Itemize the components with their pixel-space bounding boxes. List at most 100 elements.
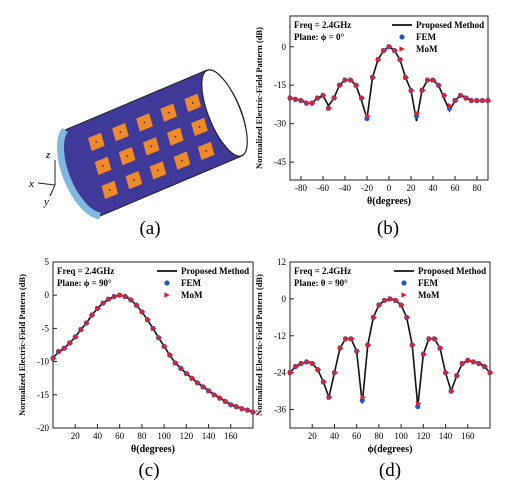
y-tick-label: -15	[274, 80, 286, 90]
mom-point	[56, 348, 63, 355]
mom-point	[217, 395, 224, 401]
mom-point	[442, 92, 448, 99]
mom-point	[465, 357, 472, 364]
mom-point	[162, 343, 168, 350]
mom-point	[234, 403, 241, 410]
mom-point	[460, 360, 467, 367]
mom-point	[90, 312, 96, 318]
mom-point	[425, 77, 432, 83]
mom-point	[332, 369, 339, 376]
annotation-text: Plane: θ = 90°	[294, 278, 348, 288]
mom-point	[51, 355, 57, 362]
x-tick-label: 80	[137, 431, 147, 441]
mom-point	[469, 97, 476, 104]
patch-array	[88, 93, 215, 199]
mom-point	[354, 82, 360, 88]
feed-point	[198, 126, 201, 128]
feed-point	[108, 188, 111, 191]
mom-point	[449, 388, 455, 394]
panel-a-illustration: z x y	[28, 69, 248, 220]
x-tick-label: 120	[417, 431, 431, 441]
mom-point	[321, 92, 327, 99]
mom-point	[304, 100, 311, 106]
mom-point	[293, 363, 300, 370]
x-tick-label: 160	[224, 431, 238, 441]
mom-point	[421, 351, 428, 358]
legend-mom-swatch	[164, 292, 170, 298]
mom-point	[337, 82, 344, 88]
mom-point	[145, 316, 152, 323]
mom-point	[371, 314, 378, 321]
x-tick-label: 20	[308, 431, 318, 441]
mom-point	[299, 97, 305, 104]
mom-point	[392, 47, 399, 54]
cylinder-end-cap	[201, 69, 248, 157]
legend-entry: Proposed Method	[418, 266, 486, 276]
mom-point	[321, 379, 328, 385]
y-tick-label: 0	[282, 294, 287, 304]
mom-point	[410, 342, 417, 348]
x-tick-label: 60	[451, 183, 461, 193]
y-tick-label: -12	[274, 331, 286, 341]
chart-b: -80 -60 -40 -20 0 20 40 60 80 0 -15 -30 -45 θ(degrees…	[254, 15, 492, 207]
y-tick-label: -15	[37, 390, 49, 400]
mom-point	[326, 105, 333, 112]
annotation-text: Freq = 2.4GHz	[57, 266, 114, 276]
panel-label-c: (c)	[138, 460, 159, 481]
mom-point	[415, 400, 422, 407]
x-tick-label: -60	[317, 183, 329, 193]
coordinate-axes	[37, 160, 56, 197]
mom-point	[488, 369, 494, 376]
x-tick-label: 20	[71, 431, 81, 441]
series-line-proposed	[52, 294, 254, 413]
mom-point	[178, 365, 185, 372]
mom-point	[95, 305, 102, 312]
mom-point	[471, 359, 478, 365]
x-tick-label: 40	[93, 431, 103, 441]
mom-point	[156, 334, 163, 341]
legend-entry: FEM	[181, 278, 202, 288]
x-tick-label: -20	[361, 183, 373, 193]
mom-point	[315, 366, 322, 373]
mom-point	[228, 401, 235, 408]
mom-point	[195, 380, 202, 386]
mom-point	[327, 394, 333, 401]
mom-point	[365, 113, 371, 119]
mom-point	[370, 74, 377, 81]
legend-entry: FEM	[418, 278, 439, 288]
x-tick-label: 140	[439, 431, 453, 441]
y-tick-label: -45	[274, 157, 286, 167]
annotation-text: Freq = 2.4GHz	[294, 266, 351, 276]
mom-point	[134, 302, 141, 308]
mom-point	[201, 384, 207, 390]
x-tick-label: 60	[115, 431, 125, 441]
x-tick-label: 120	[180, 431, 194, 441]
mom-point	[443, 369, 450, 376]
mom-point	[420, 87, 426, 94]
feed-point	[119, 131, 122, 134]
mom-point	[438, 345, 444, 351]
mom-point	[304, 359, 311, 365]
mom-point	[245, 407, 252, 413]
mom-point	[480, 97, 487, 104]
feed-point	[150, 145, 153, 148]
panel-label-a: (a)	[139, 218, 160, 239]
panel-label-d: (d)	[379, 460, 401, 481]
mom-point	[106, 296, 113, 302]
x-tick-label: 60	[352, 431, 362, 441]
mom-point	[167, 352, 174, 358]
annotation-text: Freq = 2.4GHz	[294, 20, 351, 30]
mom-point	[206, 388, 213, 394]
mom-point	[73, 334, 80, 340]
mom-point	[151, 325, 157, 332]
mom-point	[382, 297, 389, 304]
mom-point	[399, 302, 405, 308]
y-tick-label: -10	[37, 357, 49, 367]
y-tick-label: -20	[37, 423, 49, 433]
x-tick-label: 0	[387, 183, 392, 193]
mom-point	[414, 110, 421, 117]
mom-point	[332, 95, 338, 101]
mom-point	[62, 345, 68, 352]
legend-entry: Proposed Method	[181, 266, 249, 276]
mom-point	[315, 95, 322, 101]
